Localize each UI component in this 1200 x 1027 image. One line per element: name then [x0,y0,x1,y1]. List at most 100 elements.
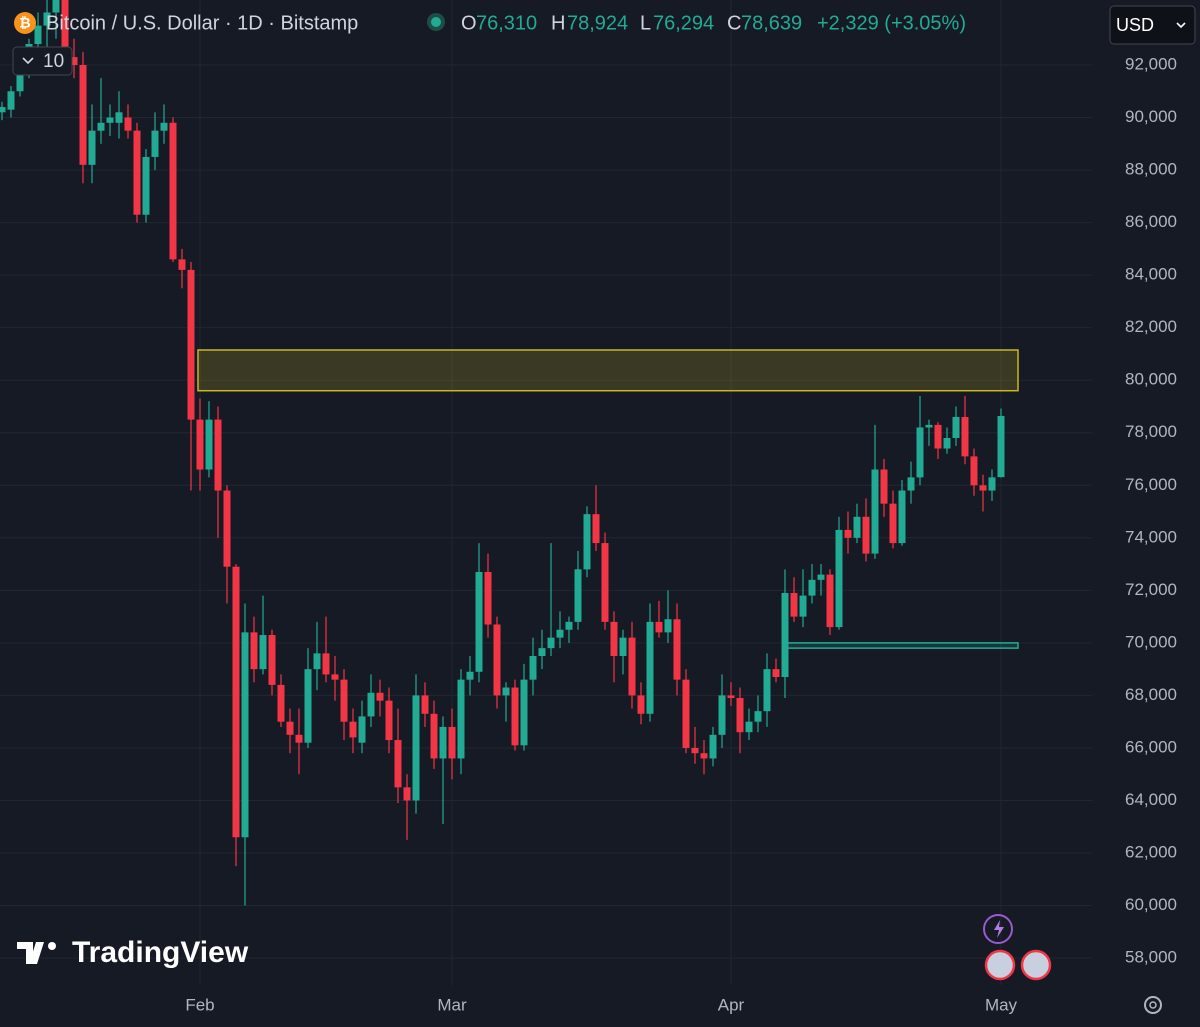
candle-body [619,637,627,657]
y-tick-label: 72,000 [1125,580,1177,599]
indicators-toggle[interactable] [12,46,73,76]
y-tick-label: 76,000 [1125,475,1177,494]
candle-body [151,130,159,157]
candle-body [745,721,753,733]
candle-body [304,669,312,743]
ohlc-key: L [640,12,651,34]
candle-body [781,592,789,678]
candle-body [610,621,618,657]
candle-body [313,653,321,670]
candle-body [412,695,420,801]
candle-body [7,91,15,110]
candle-body [367,692,375,717]
candle-body [862,516,870,554]
x-tick-label: Apr [718,995,745,1014]
x-tick-label: Feb [185,995,214,1014]
ohlc-value: 76,310 [476,12,537,34]
candle-body [0,107,6,113]
y-tick-label: 90,000 [1125,107,1177,126]
candle-body [232,566,240,838]
candle-body [718,695,726,735]
y-tick-label: 60,000 [1125,895,1177,914]
candle-body [106,117,114,123]
candle-body [241,632,249,838]
settings-hub [1149,1001,1157,1009]
candle-body [88,130,96,165]
y-tick-label: 80,000 [1125,370,1177,389]
candle-body [286,721,294,735]
candle-body [880,469,888,504]
candle-body [979,485,987,491]
event-icon[interactable] [983,914,1013,944]
candle-body [169,122,177,260]
candle-body [115,112,123,123]
candle-body [646,621,654,714]
candle-body [358,716,366,743]
currency-select[interactable] [1109,5,1196,45]
candle-body [997,415,1005,478]
y-tick-label: 62,000 [1125,842,1177,861]
logo-dot [48,942,56,950]
candle-body [709,734,717,759]
candle-body [655,621,663,633]
candle-body [421,695,429,714]
plot-area [0,0,1092,985]
lightning [994,920,1004,938]
economic-event[interactable] [984,949,1016,981]
candle-body [637,695,645,714]
y-tick-label: 66,000 [1125,737,1177,756]
candle-body [538,648,546,657]
y-tick-label: 70,000 [1125,632,1177,651]
x-tick-label: May [985,995,1018,1014]
candle-body [682,679,690,748]
candle-body [754,711,762,722]
y-tick-label: 86,000 [1125,212,1177,231]
candle-body [871,469,879,554]
y-tick-label: 68,000 [1125,685,1177,704]
candle-body [187,269,195,420]
candle-body [808,579,816,596]
candle-body [736,698,744,733]
economic-event[interactable] [1020,949,1052,981]
candle-body [889,503,897,544]
candle-body [340,679,348,722]
candle-body [817,574,825,580]
coin-icon-glyph: ₿ [19,15,30,31]
price-change: +2,329 (+3.05%) [817,12,966,34]
candle-body [196,419,204,470]
candle-body [556,629,564,638]
candle-body [403,787,411,801]
candle-body [466,671,474,680]
settings-icon[interactable] [1144,996,1162,1014]
candle-body [844,529,852,538]
candle-body [376,692,384,701]
candle-body [673,619,681,680]
candle-body [250,632,258,670]
chevron [1176,22,1186,29]
y-tick-label: 92,000 [1125,54,1177,73]
ohlc-key: O [461,12,477,34]
candle-body [160,122,168,131]
y-tick-label: 82,000 [1125,317,1177,336]
candle-body [727,695,735,699]
candle-body [628,637,636,696]
candle-body [79,65,87,165]
candle-body [277,684,285,722]
candle-body [124,117,132,131]
candle-body [394,740,402,788]
candle-body [331,674,339,680]
plot-bg [0,0,1092,985]
candle-body [565,621,573,630]
candle-body [988,477,996,491]
candle-body [430,713,438,759]
candle-body [142,156,150,215]
candle-body [52,0,60,13]
candle-body [322,653,330,675]
candle-body [205,419,213,470]
candle-body [700,753,708,759]
candle-body [853,516,861,538]
indicators-count: 10 [43,51,64,72]
candle-body [907,477,915,491]
logo-mark [17,942,44,964]
